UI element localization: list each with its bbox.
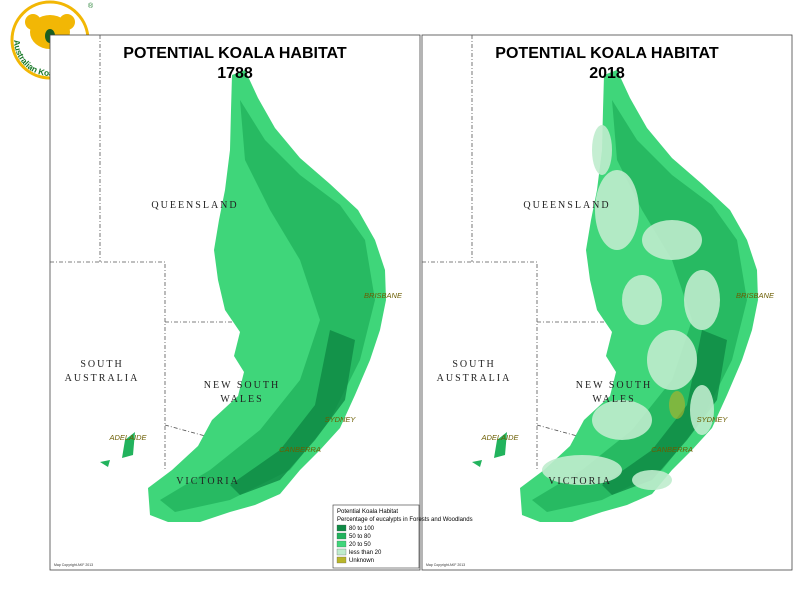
- legend-swatch: [336, 556, 347, 564]
- koala-ear: [59, 14, 75, 30]
- legend-label: Unknown: [349, 558, 374, 564]
- legend-label: 80 to 100: [349, 526, 375, 532]
- legend-swatch: [336, 548, 347, 556]
- koala-ear: [25, 14, 41, 30]
- city-label: SYDNEY: [697, 415, 729, 424]
- city-label: BRISBANE: [736, 291, 775, 300]
- cleared-area: [647, 330, 697, 390]
- city-label: SYDNEY: [325, 415, 357, 424]
- city-label: CANBERRA: [651, 445, 693, 454]
- legend-swatch: [336, 524, 347, 532]
- cleared-area: [642, 220, 702, 260]
- copyright: Map Copyright AKF 2013: [426, 563, 465, 567]
- habitat-island: [100, 432, 135, 467]
- map-panel: POTENTIAL KOALA HABITAT 2018 QUEENSLAND SOU…: [421, 34, 793, 571]
- cleared-area: [542, 455, 622, 485]
- city-label: ADELAIDE: [480, 433, 519, 442]
- state-label: WALES: [220, 394, 263, 405]
- border: [422, 35, 752, 470]
- state-label: VICTORIA: [176, 476, 240, 487]
- state-label: SOUTH: [452, 359, 495, 370]
- legend-label: 50 to 80: [349, 534, 371, 540]
- cleared-area: [690, 385, 714, 435]
- legend-subtitle: Percentage of eucalypts in Forests and W…: [337, 517, 473, 523]
- state-label: SOUTH: [80, 359, 123, 370]
- map-title: POTENTIAL KOALA HABITAT: [495, 45, 719, 62]
- map-year: 1788: [217, 65, 253, 82]
- border: [50, 35, 380, 470]
- state-label: NEW SOUTH: [576, 380, 652, 391]
- state-label: NEW SOUTH: [204, 380, 280, 391]
- map-title: POTENTIAL KOALA HABITAT: [123, 45, 347, 62]
- logo-mark: ®: [88, 2, 94, 10]
- cleared-area: [592, 125, 612, 175]
- legend-title: Potential Koala Habitat: [337, 509, 398, 515]
- cleared-area: [622, 275, 662, 325]
- state-label: AUSTRALIA: [65, 373, 140, 384]
- state-label: VICTORIA: [548, 476, 612, 487]
- cleared-area: [595, 170, 639, 250]
- state-label: WALES: [592, 394, 635, 405]
- legend-swatch: [336, 532, 347, 540]
- legend-box: [332, 504, 420, 569]
- habitat-core: [602, 330, 727, 495]
- cleared-area: [592, 400, 652, 440]
- state-label: AUSTRALIA: [437, 373, 512, 384]
- legend: Potential Koala Habitat Percentage of euc…: [332, 504, 473, 569]
- cleared-area: [684, 270, 720, 330]
- city-label: CANBERRA: [279, 445, 321, 454]
- unknown-area: [669, 391, 685, 419]
- state-label: QUEENSLAND: [151, 200, 238, 211]
- city-label: ADELAIDE: [108, 433, 147, 442]
- map-year: 2018: [589, 65, 625, 82]
- habitat-core: [230, 330, 355, 495]
- legend-label: less than 20: [349, 550, 382, 556]
- map-panel: POTENTIAL KOALA HABITAT 1788 QUEENSLAND SOU…: [49, 34, 421, 571]
- legend-swatch: [336, 540, 347, 548]
- cleared-area: [632, 470, 672, 490]
- state-label: QUEENSLAND: [523, 200, 610, 211]
- copyright: Map Copyright AKF 2013: [54, 563, 93, 567]
- city-label: BRISBANE: [364, 291, 403, 300]
- legend-label: 20 to 50: [349, 542, 371, 548]
- habitat-island: [472, 432, 507, 467]
